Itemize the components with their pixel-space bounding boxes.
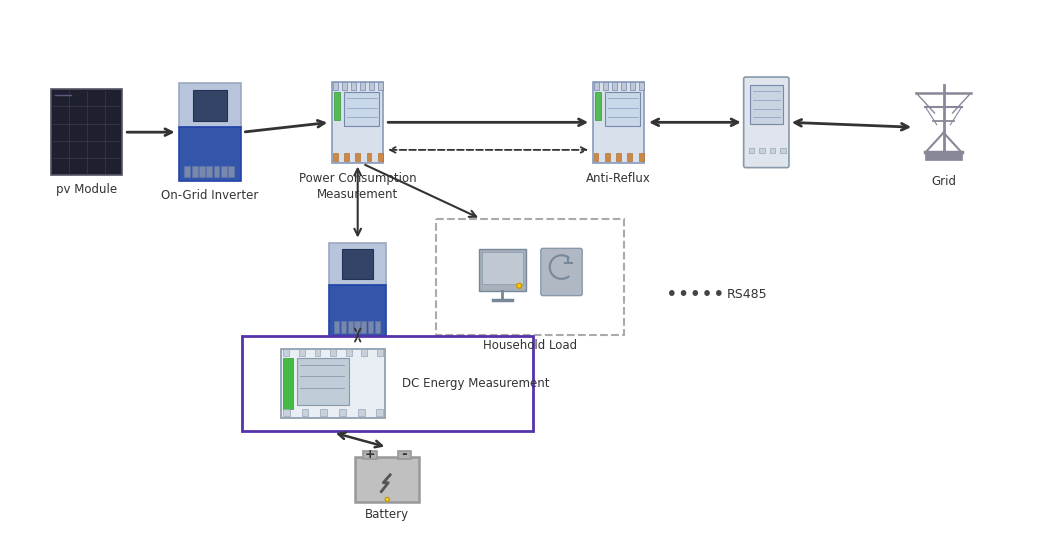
Bar	[780, 148, 787, 153]
Bar	[330, 349, 336, 356]
Bar	[351, 82, 356, 90]
Bar	[361, 321, 367, 333]
Bar	[342, 249, 373, 279]
Bar	[192, 166, 197, 177]
Bar	[297, 358, 349, 405]
Bar	[179, 127, 241, 182]
Bar	[639, 82, 644, 90]
Bar	[605, 153, 610, 161]
Bar	[374, 321, 379, 333]
Text: DC Energy Measurement: DC Energy Measurement	[402, 377, 549, 390]
Text: Grid: Grid	[931, 175, 956, 188]
Bar	[605, 92, 640, 126]
Bar	[330, 243, 386, 285]
Bar	[332, 82, 384, 163]
Bar	[334, 92, 340, 120]
Text: -: -	[402, 447, 407, 461]
FancyBboxPatch shape	[541, 248, 582, 295]
Bar	[639, 153, 643, 161]
Bar	[612, 82, 617, 90]
Bar	[369, 82, 374, 90]
Bar	[283, 358, 294, 409]
FancyBboxPatch shape	[744, 77, 789, 167]
Bar	[616, 153, 621, 161]
Bar	[299, 349, 305, 356]
Bar	[342, 82, 347, 90]
Bar	[357, 409, 365, 416]
Bar	[207, 166, 212, 177]
Bar	[315, 349, 320, 356]
Bar	[367, 153, 371, 161]
Bar	[343, 92, 379, 126]
Bar	[346, 349, 352, 356]
Bar	[281, 349, 385, 418]
Bar	[242, 336, 533, 430]
Bar	[283, 349, 289, 356]
Bar	[348, 321, 353, 333]
Bar	[228, 166, 234, 177]
Bar	[376, 409, 384, 416]
Bar	[364, 451, 377, 459]
Text: Power Consumption
Measurement: Power Consumption Measurement	[299, 172, 417, 201]
Bar	[333, 153, 337, 161]
Bar	[199, 166, 205, 177]
Bar	[333, 82, 338, 90]
Circle shape	[385, 498, 389, 501]
Bar	[214, 166, 219, 177]
Bar	[368, 321, 373, 333]
Bar	[603, 82, 608, 90]
Bar	[360, 82, 366, 90]
Text: RS485: RS485	[727, 288, 767, 301]
Bar	[628, 153, 633, 161]
Bar	[759, 148, 765, 153]
Bar	[481, 252, 523, 284]
Bar	[52, 89, 122, 176]
Bar	[354, 321, 359, 333]
Bar	[594, 153, 599, 161]
Bar	[320, 409, 328, 416]
Bar	[334, 321, 339, 333]
Bar	[594, 82, 599, 90]
Bar	[378, 82, 384, 90]
Bar	[437, 219, 623, 335]
Bar	[748, 148, 755, 153]
Bar	[184, 166, 190, 177]
Text: •••••: •••••	[666, 285, 725, 304]
Bar	[398, 451, 411, 459]
Text: +: +	[365, 448, 375, 461]
Bar	[343, 153, 349, 161]
Bar	[339, 409, 346, 416]
Bar	[377, 349, 383, 356]
Bar	[479, 249, 526, 291]
Bar	[341, 321, 346, 333]
Bar	[355, 153, 360, 161]
Bar	[283, 409, 289, 416]
Bar	[361, 349, 367, 356]
Bar	[770, 148, 776, 153]
Text: On-Grid Inverter: On-Grid Inverter	[161, 189, 259, 202]
Bar	[330, 285, 386, 337]
Text: Battery: Battery	[365, 508, 409, 521]
Bar	[377, 153, 383, 161]
Bar	[179, 83, 241, 127]
Bar	[301, 409, 308, 416]
Text: Household Load: Household Load	[483, 339, 577, 352]
Bar	[621, 82, 626, 90]
Circle shape	[516, 283, 522, 288]
Bar	[193, 89, 227, 121]
Bar	[595, 92, 601, 120]
Bar	[355, 457, 419, 502]
Bar	[220, 166, 227, 177]
Text: Anti-Reflux: Anti-Reflux	[586, 172, 651, 185]
Text: pv Module: pv Module	[56, 183, 118, 196]
Bar	[631, 82, 635, 90]
Bar	[593, 82, 644, 163]
Bar	[749, 85, 783, 124]
Bar	[925, 152, 961, 160]
